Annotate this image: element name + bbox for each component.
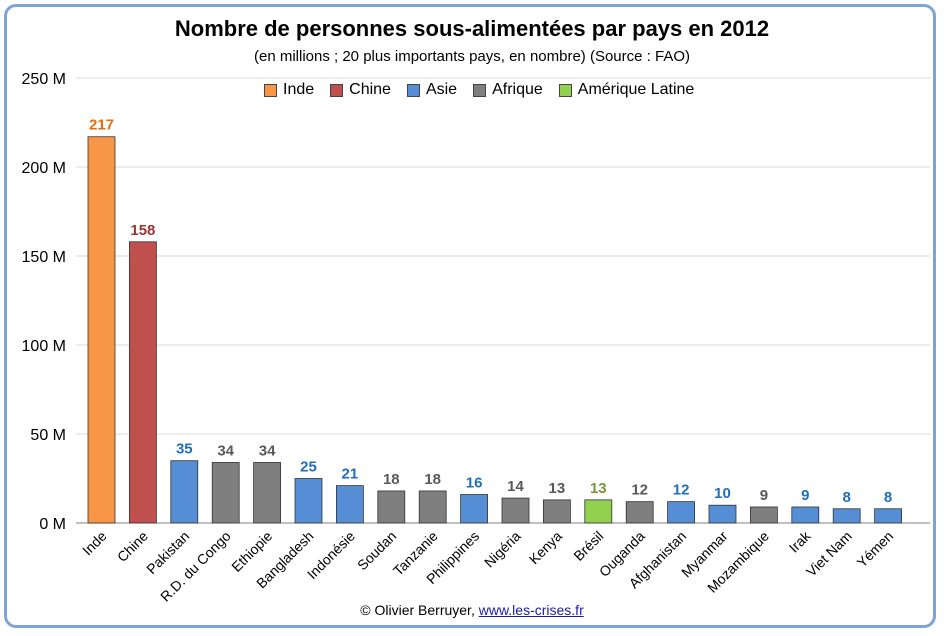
bar bbox=[87, 136, 116, 524]
legend-label: Chine bbox=[349, 81, 391, 98]
bar bbox=[460, 494, 489, 524]
bar bbox=[170, 460, 199, 524]
data-label: 217 bbox=[89, 117, 114, 134]
data-label: 9 bbox=[760, 487, 768, 504]
bar bbox=[377, 490, 406, 524]
legend-swatch bbox=[264, 83, 277, 97]
y-tick-label: 100 M bbox=[22, 338, 66, 355]
x-tick-label: Irak bbox=[786, 527, 815, 556]
data-label: 8 bbox=[843, 489, 851, 506]
bar bbox=[791, 506, 820, 524]
data-label: 10 bbox=[714, 485, 731, 502]
data-label: 21 bbox=[342, 466, 359, 483]
x-tick-label: Brésil bbox=[570, 528, 606, 564]
bar bbox=[708, 504, 737, 524]
legend-item-afrique: Afrique bbox=[473, 81, 543, 99]
data-label: 34 bbox=[259, 442, 276, 459]
bar bbox=[832, 508, 861, 524]
data-label: 13 bbox=[590, 480, 607, 497]
data-label: 18 bbox=[383, 471, 400, 488]
bar bbox=[418, 490, 447, 524]
footer-credit: © Olivier Berruyer, bbox=[360, 602, 479, 618]
x-tick-label: Yémen bbox=[854, 528, 897, 571]
y-tick-label: 200 M bbox=[22, 160, 66, 177]
chart-subtitle: (en millions ; 20 plus importants pays, … bbox=[253, 48, 690, 65]
bar bbox=[667, 501, 695, 524]
footer-link[interactable]: www.les-crises.fr bbox=[478, 602, 584, 618]
x-tick-label: Viet Nam bbox=[803, 528, 855, 580]
legend-swatch bbox=[406, 83, 420, 97]
data-label: 14 bbox=[507, 478, 524, 495]
legend-label: Amérique Latine bbox=[577, 81, 695, 98]
data-label: 25 bbox=[300, 459, 317, 476]
chart-title: Nombre de personnes sous-alimentées par … bbox=[174, 16, 770, 41]
data-label: 13 bbox=[549, 480, 566, 497]
bar bbox=[625, 501, 654, 524]
data-label: 12 bbox=[631, 482, 648, 499]
bar bbox=[750, 506, 778, 524]
legend-item-chine: Chine bbox=[330, 81, 391, 99]
bar bbox=[874, 508, 902, 524]
bar bbox=[253, 462, 282, 524]
legend: Inde Chine Asie Afrique Amérique Latine bbox=[264, 80, 694, 100]
data-label: 9 bbox=[801, 487, 809, 504]
legend-swatch bbox=[330, 83, 344, 97]
legend-label: Afrique bbox=[492, 81, 543, 98]
legend-swatch bbox=[473, 83, 487, 97]
y-tick-label: 150 M bbox=[22, 249, 66, 266]
data-label: 34 bbox=[217, 442, 234, 459]
x-tick-label: Kenya bbox=[526, 528, 566, 568]
x-tick-label: Chine bbox=[114, 528, 151, 565]
legend-swatch bbox=[558, 83, 572, 97]
bar bbox=[584, 499, 613, 524]
bar bbox=[335, 485, 364, 524]
bar bbox=[211, 462, 240, 524]
footer: © Olivier Berruyer, www.les-crises.fr bbox=[0, 602, 944, 618]
bar bbox=[294, 478, 323, 524]
y-tick-label: 50 M bbox=[30, 427, 66, 444]
x-tick-label: Nigéria bbox=[481, 528, 524, 571]
legend-item-asie: Asie bbox=[406, 81, 458, 99]
bar bbox=[501, 497, 530, 524]
data-label: 35 bbox=[176, 441, 193, 458]
data-label: 8 bbox=[884, 489, 892, 506]
y-tick-label: 0 M bbox=[39, 516, 66, 533]
bar bbox=[128, 241, 157, 524]
data-label: 158 bbox=[130, 222, 155, 239]
legend-item-inde: Inde bbox=[264, 81, 314, 99]
bar bbox=[543, 499, 571, 524]
x-tick-label: Inde bbox=[79, 528, 110, 559]
y-tick-label: 250 M bbox=[22, 71, 66, 88]
data-label: 18 bbox=[424, 471, 441, 488]
chart-frame bbox=[4, 4, 936, 628]
legend-item-amerique-latine: Amérique Latine bbox=[558, 81, 695, 99]
legend-label: Asie bbox=[425, 81, 458, 98]
data-label: 16 bbox=[466, 475, 483, 492]
legend-label: Inde bbox=[283, 81, 315, 98]
data-label: 12 bbox=[673, 482, 690, 499]
